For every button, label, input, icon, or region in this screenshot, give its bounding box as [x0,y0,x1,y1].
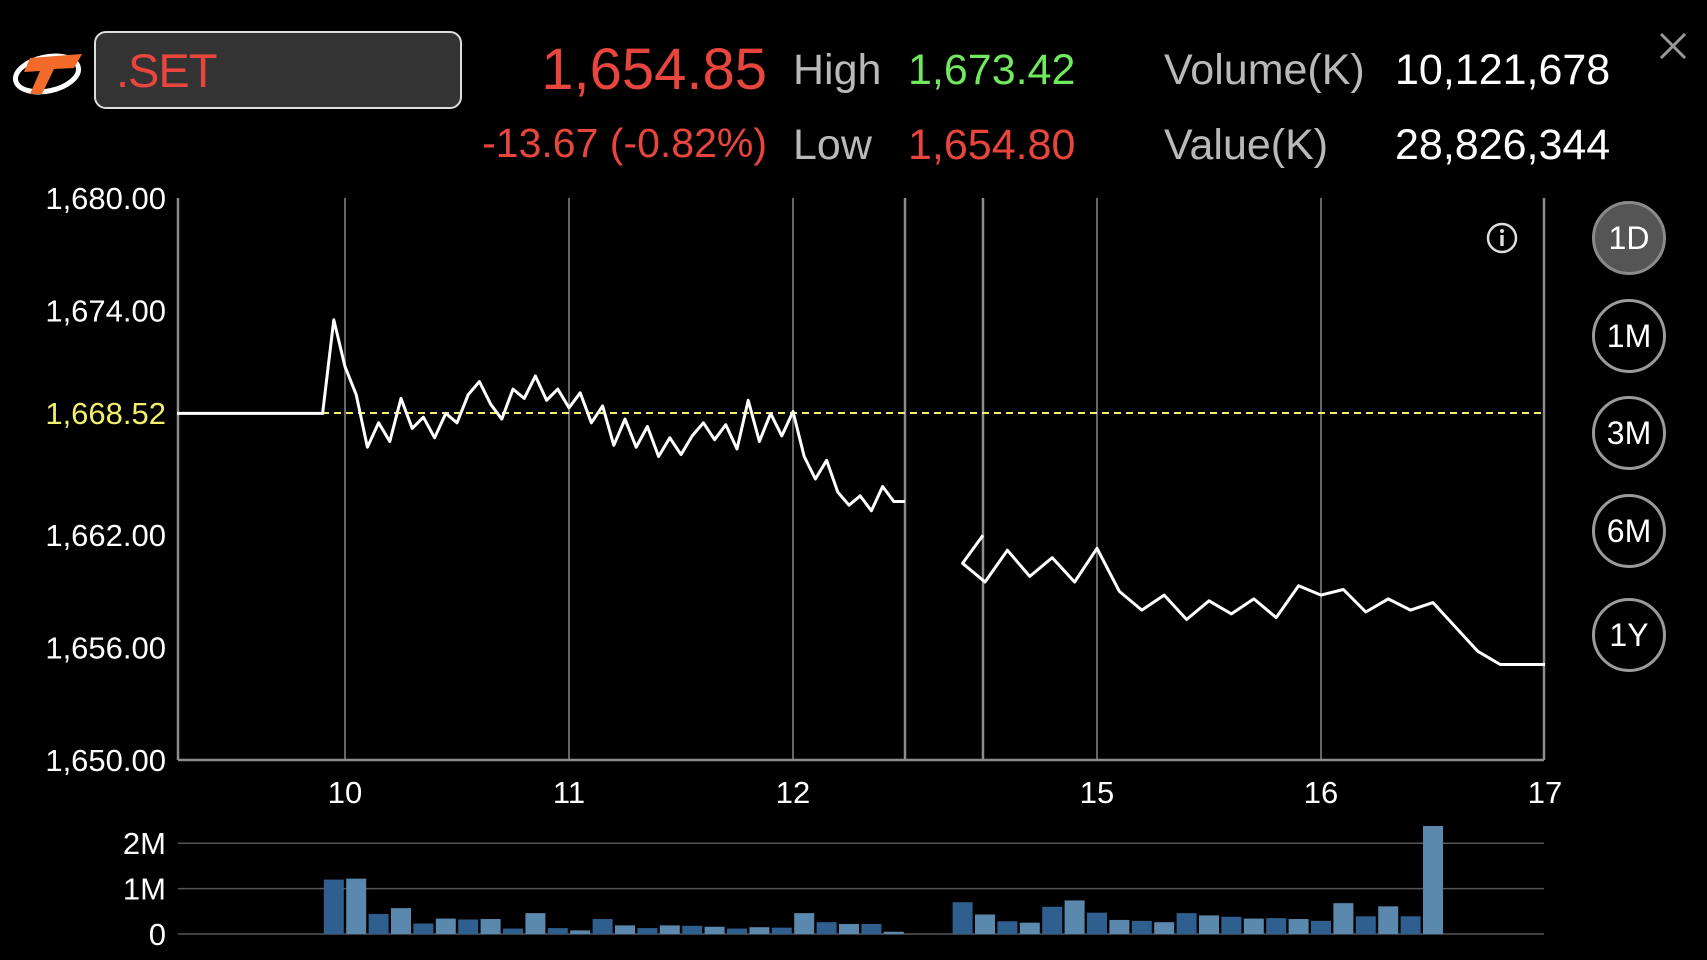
y-tick-label: 1,668.52 [45,396,166,431]
volume-bar [525,913,546,934]
period-button-1y[interactable]: 1Y [1592,598,1666,672]
volume-bar [975,914,995,934]
value-value: 28,826,344 [1395,121,1611,169]
volume-bar [368,914,389,934]
volume-value: 10,121,678 [1395,46,1611,94]
y-tick-label: 1,674.00 [45,293,166,328]
value-label: Value(K) [1164,121,1329,169]
x-tick-label: 16 [1304,775,1338,810]
volume-bar [1333,903,1354,934]
x-tick-label: 10 [328,775,362,810]
y-tick-label: 1,662.00 [45,518,166,553]
volume-bar [503,928,523,934]
volume-bar [952,902,973,934]
volume-bar [997,921,1018,934]
x-tick-label: 11 [553,775,585,810]
volume-bar [637,928,658,934]
info-icon [1486,222,1518,254]
volume-bar [1109,919,1130,934]
period-button-1m[interactable]: 1M [1592,299,1666,373]
volume-bar [1400,916,1421,934]
volume-bar [592,919,613,934]
volume-bar [1199,915,1219,934]
volume-bar [346,878,367,934]
volume-label: Volume(K) [1164,46,1365,94]
price-change: -13.67 (-0.82%) [482,120,767,166]
volume-bar [458,919,479,934]
x-tick-label: 17 [1528,775,1562,810]
y-tick-label: 1,680.00 [45,181,166,216]
volume-bar [1378,906,1399,934]
volume-bar [704,926,725,934]
volume-bar [1243,918,1264,934]
app-logo-icon [10,44,84,100]
volume-bar [1154,922,1175,934]
volume-bar [1087,912,1107,934]
volume-bar [771,927,792,934]
price-line [961,534,1545,666]
period-label: 6M [1606,512,1652,549]
volume-tick-label: 0 [149,917,166,952]
price-line [177,318,905,513]
period-label: 3M [1606,414,1652,451]
low-value: 1,654.80 [908,121,1076,169]
volume-bar [1311,920,1331,934]
volume-bar [794,913,815,934]
low-label: Low [793,121,872,169]
volume-bar [1355,916,1376,934]
volume-bar [839,924,859,934]
volume-bar [883,931,904,934]
volume-bar [1176,913,1197,934]
x-tick-label: 12 [776,775,810,810]
period-button-3m[interactable]: 3M [1592,396,1666,470]
high-value: 1,673.42 [908,46,1076,94]
volume-bar [570,930,591,934]
volume-bar [1131,920,1152,934]
period-label: 1D [1608,219,1650,256]
y-tick-label: 1,656.00 [45,631,166,666]
volume-tick-label: 1M [123,872,166,907]
volume-bar [727,928,747,934]
volume-bar [1423,826,1443,934]
period-button-1d[interactable]: 1D [1592,201,1666,275]
volume-bar [816,922,837,934]
volume-bar [749,927,770,934]
volume-bar [413,923,434,934]
volume-bar [1266,918,1287,934]
close-button[interactable] [1647,24,1699,70]
volume-bar [1019,922,1040,934]
period-button-6m[interactable]: 6M [1592,494,1666,568]
close-icon [1659,32,1687,60]
volume-bar [682,925,703,934]
volume-bar [1042,906,1063,934]
symbol-selector[interactable]: .SET [94,31,462,109]
volume-tick-label: 2M [123,826,166,861]
x-tick-label: 15 [1080,775,1114,810]
last-price: 1,654.85 [541,37,767,102]
volume-bar [547,928,568,934]
period-label: 1M [1606,317,1652,354]
volume-bar [1064,900,1085,934]
info-button[interactable] [1486,222,1518,254]
volume-bar [861,924,882,934]
volume-bar [659,925,680,934]
y-tick-label: 1,650.00 [45,743,166,778]
volume-bar [323,879,344,934]
volume-bar [435,918,456,934]
volume-bar [615,925,635,934]
volume-bar [1221,916,1242,934]
high-label: High [793,46,882,94]
volume-bar [480,919,501,934]
volume-bar [1288,919,1309,934]
period-label: 1Y [1609,616,1649,653]
symbol-text: .SET [116,44,217,97]
volume-bar [391,908,411,934]
